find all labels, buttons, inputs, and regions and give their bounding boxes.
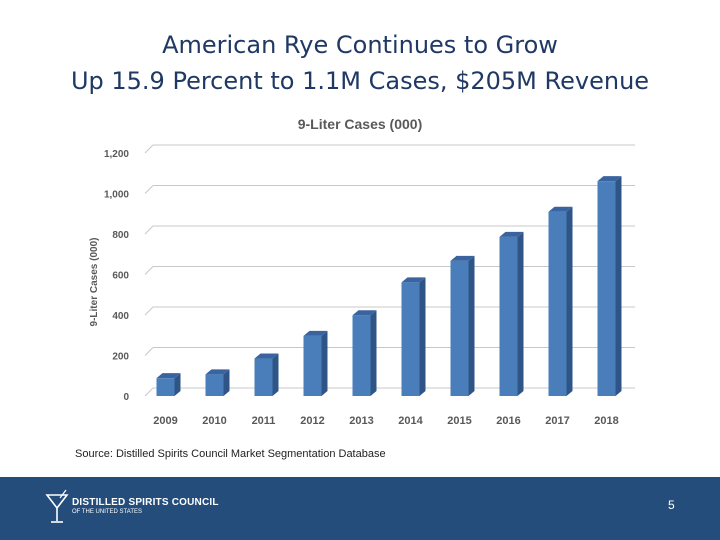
- x-tick-label: 2017: [545, 415, 569, 427]
- y-tick-label: 1,000: [104, 190, 129, 201]
- gridline-depth: [144, 306, 154, 316]
- y-tick-label: 0: [123, 392, 129, 403]
- bar-top: [450, 255, 475, 261]
- bar-top: [597, 176, 622, 182]
- bar-2012: [303, 335, 322, 396]
- bar-top: [401, 277, 426, 283]
- bar-top: [205, 369, 230, 375]
- gridline-depth: [144, 225, 154, 235]
- bar-2011: [254, 358, 273, 396]
- y-tick-label: 200: [112, 352, 129, 363]
- y-tick-label: 400: [112, 311, 129, 322]
- gridline-depth: [144, 387, 154, 397]
- bar-top: [352, 310, 377, 316]
- bar-side: [370, 310, 377, 396]
- x-tick-label: 2014: [398, 415, 423, 427]
- martini-glass-icon: [45, 489, 69, 523]
- y-axis-label: 9-Liter Cases (000): [89, 238, 100, 327]
- x-tick-label: 2011: [252, 415, 276, 427]
- bar-top: [156, 373, 181, 379]
- y-tick-label: 800: [112, 230, 129, 241]
- x-tick-label: 2012: [300, 415, 324, 427]
- x-tick-label: 2009: [153, 415, 177, 427]
- bar-2009: [156, 378, 175, 396]
- bar-side: [174, 373, 181, 396]
- bar-side: [223, 369, 230, 396]
- bar-side: [566, 206, 573, 396]
- footer-bar: DISTILLED SPIRITS COUNCIL OF THE UNITED …: [0, 477, 720, 540]
- source-note: Source: Distilled Spirits Council Market…: [75, 448, 386, 460]
- x-tick-label: 2015: [447, 415, 471, 427]
- bar-2016: [499, 236, 518, 396]
- bar-chart: 9-Liter Cases (000) 9-Liter Cases (000) …: [89, 116, 635, 427]
- gridline-depth: [144, 144, 154, 154]
- x-tick-label: 2018: [594, 415, 618, 427]
- gridline-depth: [144, 266, 154, 275]
- x-tick-label: 2013: [349, 415, 373, 427]
- bar-2017: [548, 211, 567, 396]
- logo-text: DISTILLED SPIRITS COUNCIL: [72, 497, 219, 508]
- bar-side: [419, 277, 426, 396]
- bar-side: [615, 176, 622, 396]
- bar-top: [499, 231, 524, 237]
- slide-title-line1: American Rye Continues to Grow: [162, 31, 558, 59]
- bar-top: [548, 206, 573, 212]
- bar-2018: [597, 181, 616, 396]
- y-tick-label: 600: [112, 271, 129, 282]
- gridline-depth: [144, 347, 154, 356]
- logo-subtext: OF THE UNITED STATES: [72, 509, 143, 515]
- bar-side: [517, 231, 524, 396]
- bar-2015: [450, 260, 469, 396]
- gridline-depth: [144, 185, 154, 194]
- y-tick-label: 1,200: [104, 149, 129, 160]
- bar-2014: [401, 282, 420, 396]
- bar-top: [254, 353, 279, 359]
- bar-side: [468, 255, 475, 396]
- chart-title: 9-Liter Cases (000): [298, 116, 423, 132]
- x-tick-label: 2016: [496, 415, 520, 427]
- bar-2013: [352, 315, 371, 396]
- bar-side: [272, 353, 279, 396]
- bar-side: [321, 330, 328, 396]
- x-tick-label: 2010: [202, 415, 226, 427]
- bar-top: [303, 330, 328, 336]
- bar-2010: [205, 374, 224, 396]
- slide-title-line2: Up 15.9 Percent to 1.1M Cases, $205M Rev…: [70, 67, 650, 95]
- page-number: 5: [668, 498, 675, 512]
